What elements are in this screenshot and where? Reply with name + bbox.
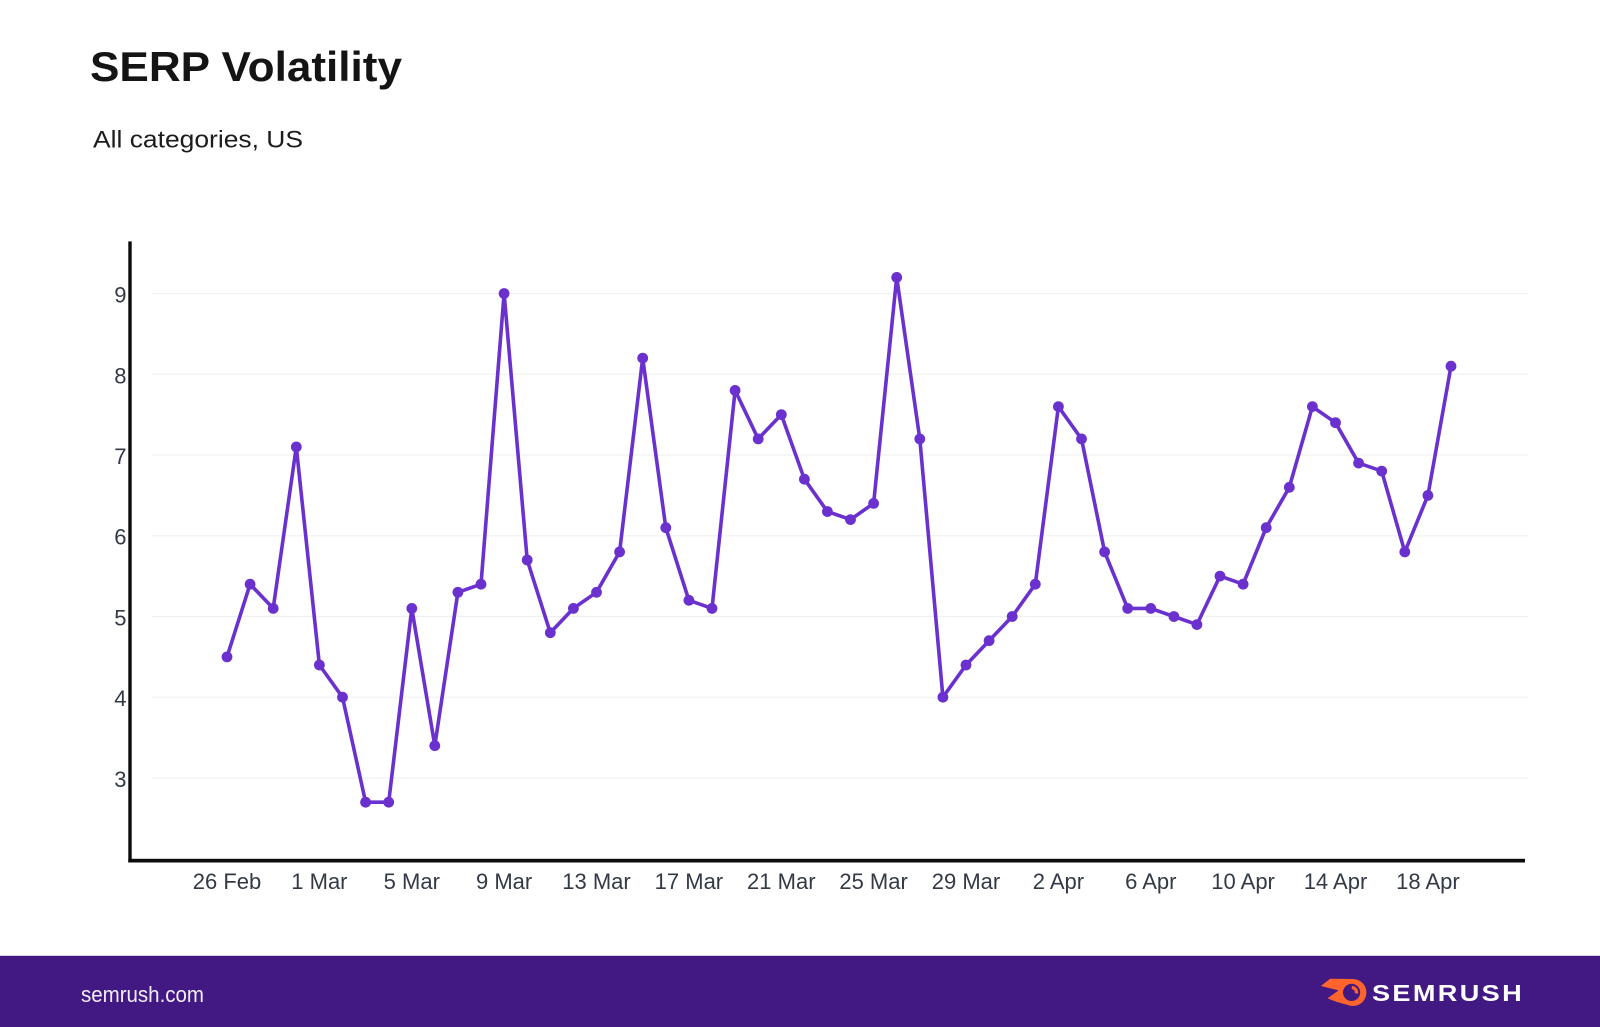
svg-text:13 Mar: 13 Mar [562, 869, 630, 894]
svg-text:All categories, US: All categories, US [93, 127, 303, 154]
svg-text:9 Mar: 9 Mar [476, 869, 532, 894]
svg-text:9: 9 [114, 283, 126, 308]
svg-text:6 Apr: 6 Apr [1125, 869, 1176, 894]
svg-text:5 Mar: 5 Mar [384, 869, 440, 894]
svg-text:6: 6 [114, 525, 126, 550]
svg-text:14 Apr: 14 Apr [1304, 869, 1368, 894]
svg-text:4: 4 [114, 686, 126, 711]
svg-text:8: 8 [114, 363, 126, 388]
svg-text:7: 7 [114, 444, 126, 469]
svg-text:SEMRUSH: SEMRUSH [1372, 980, 1524, 1006]
svg-text:1 Mar: 1 Mar [291, 869, 347, 894]
svg-text:3: 3 [114, 767, 126, 792]
svg-text:18 Apr: 18 Apr [1396, 869, 1460, 894]
svg-text:29 Mar: 29 Mar [932, 869, 1000, 894]
svg-text:21 Mar: 21 Mar [747, 869, 815, 894]
svg-text:25 Mar: 25 Mar [839, 869, 907, 894]
svg-text:SERP Volatility: SERP Volatility [90, 43, 403, 90]
svg-text:5: 5 [114, 606, 126, 631]
svg-text:semrush.com: semrush.com [81, 982, 204, 1007]
svg-text:17 Mar: 17 Mar [655, 869, 723, 894]
svg-text:10 Apr: 10 Apr [1211, 869, 1275, 894]
svg-text:2 Apr: 2 Apr [1033, 869, 1084, 894]
svg-text:26 Feb: 26 Feb [193, 869, 262, 894]
